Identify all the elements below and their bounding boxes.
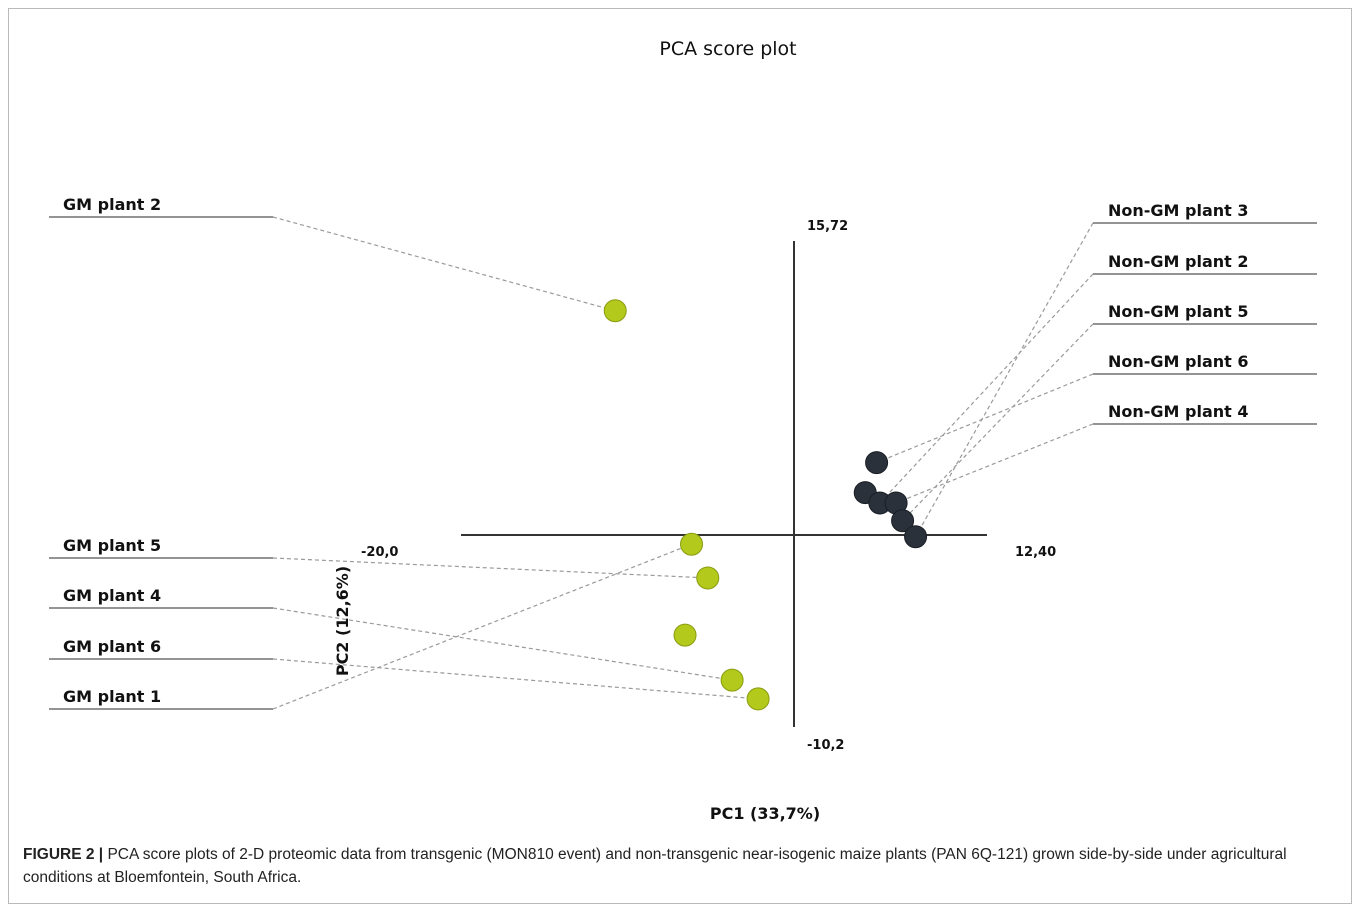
gm-point-4 <box>673 623 697 647</box>
callout-leader-8 <box>902 323 1094 522</box>
callout-label-6: Non-GM plant 3 <box>1108 201 1249 220</box>
gm-point-2 <box>680 532 704 556</box>
gm-point-5 <box>720 668 744 692</box>
callout-leaders <box>272 216 1094 710</box>
gm-point-1 <box>603 299 627 323</box>
callout-leader-7 <box>879 273 1094 504</box>
callout-label-2: GM plant 5 <box>63 536 161 555</box>
x-axis-label: PC1 (33,7%) <box>710 804 820 823</box>
x-max-tick-label: 12,40 <box>1015 545 1056 560</box>
callout-leader-2 <box>272 557 708 579</box>
callout-label-5: GM plant 1 <box>63 687 161 706</box>
gm-point-3 <box>696 566 720 590</box>
y-min-tick-label: -10,2 <box>807 738 844 753</box>
callout-leader-9 <box>876 373 1094 464</box>
non-gm-point-5 <box>891 509 915 533</box>
y-axis-label: PC2 (12,6%) <box>333 566 352 676</box>
gm-point-6 <box>746 687 770 711</box>
chart-title: PCA score plot <box>659 38 796 60</box>
figure-panel: PCA score plot -20,0 12,40 15,72 -10,2 P… <box>8 8 1352 904</box>
callout-leader-4 <box>272 658 759 700</box>
pca-score-plot: PCA score plot -20,0 12,40 15,72 -10,2 P… <box>49 38 1317 823</box>
callout-leader-10 <box>895 423 1094 504</box>
axes: -20,0 12,40 15,72 -10,2 PC1 (33,7%) PC2 … <box>333 219 1056 823</box>
callout-label-3: GM plant 4 <box>63 586 161 605</box>
x-min-tick-label: -20,0 <box>361 545 398 560</box>
callout-label-7: Non-GM plant 2 <box>1108 252 1249 271</box>
callout-labels: GM plant 2 GM plant 5 GM plant 4 GM plant 6… <box>49 195 1317 710</box>
callout-leader-5 <box>272 543 692 710</box>
callout-leader-6 <box>915 222 1094 537</box>
callout-label-9: Non-GM plant 6 <box>1108 352 1249 371</box>
callout-label-8: Non-GM plant 5 <box>1108 302 1249 321</box>
callout-leader-3 <box>272 607 733 681</box>
data-points <box>603 299 928 711</box>
caption-label: FIGURE 2 | <box>23 846 104 863</box>
figure-caption: FIGURE 2 | PCA score plots of 2-D proteo… <box>23 843 1333 889</box>
callout-label-4: GM plant 6 <box>63 637 161 656</box>
non-gm-point-6 <box>904 525 928 549</box>
callout-label-10: Non-GM plant 4 <box>1108 402 1249 421</box>
non-gm-point-1 <box>865 451 889 475</box>
y-max-tick-label: 15,72 <box>807 219 848 234</box>
callout-label-1: GM plant 2 <box>63 195 161 214</box>
caption-text: PCA score plots of 2-D proteomic data fr… <box>23 846 1287 886</box>
callout-leader-1 <box>272 216 616 312</box>
